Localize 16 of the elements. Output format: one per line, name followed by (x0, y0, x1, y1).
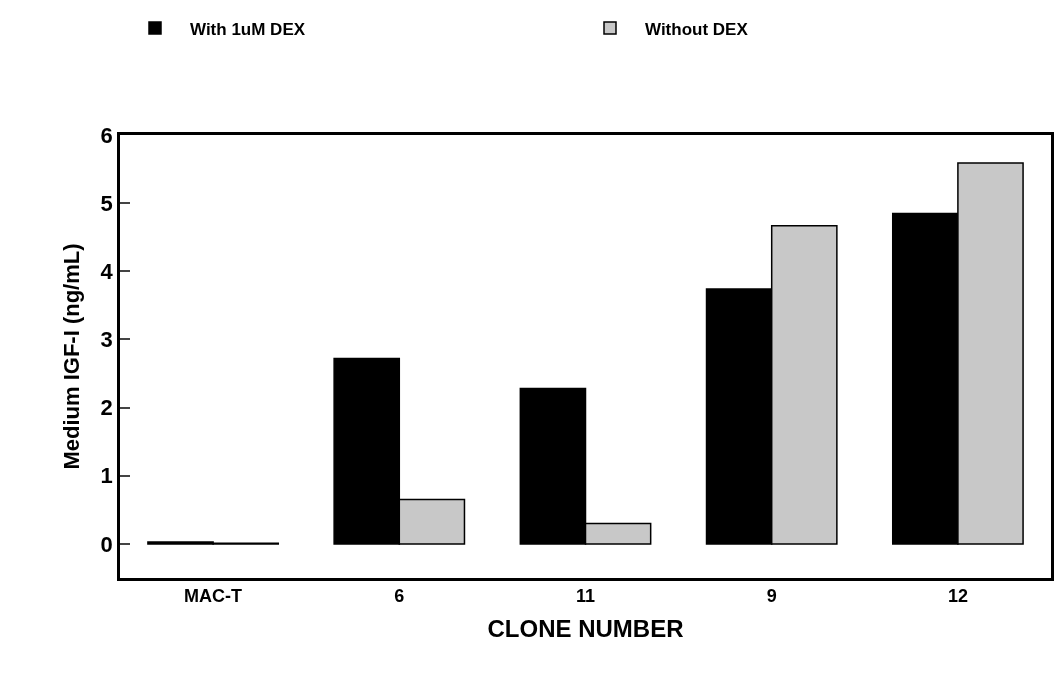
y-tick-label: 1 (100, 463, 113, 489)
y-tick-label: 0 (100, 531, 113, 557)
y-tick-label: 4 (100, 259, 114, 285)
y-tick-label: 3 (100, 327, 113, 353)
x-tick-label: MAC-T (184, 586, 243, 607)
y-tick-label: 5 (100, 190, 113, 216)
y-axis-title: Medium IGF-I (ng/mL) (59, 243, 85, 470)
x-tick-label: 9 (766, 586, 777, 607)
legend-label: Without DEX (645, 19, 749, 39)
x-tick-label: 12 (947, 586, 968, 607)
x-axis-title: CLONE NUMBER (487, 614, 684, 642)
y-tick-label: 6 (100, 122, 113, 148)
x-tick-label: 11 (575, 586, 596, 607)
legend-label: With 1uM DEX (190, 19, 306, 39)
y-tick-label: 2 (100, 395, 113, 421)
x-tick-label: 6 (394, 586, 405, 607)
